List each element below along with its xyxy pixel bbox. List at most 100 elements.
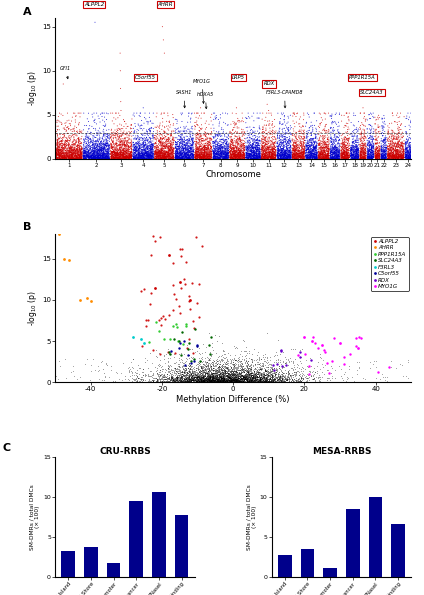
Point xyxy=(280,154,287,163)
Point xyxy=(312,148,318,157)
Point xyxy=(135,153,142,162)
Point xyxy=(180,144,187,154)
Point xyxy=(266,148,273,157)
Point xyxy=(210,366,217,375)
Point xyxy=(133,373,139,383)
Point xyxy=(321,154,328,164)
Point xyxy=(96,150,103,159)
Point xyxy=(349,151,356,161)
Point xyxy=(240,140,247,149)
Point xyxy=(270,147,277,156)
Point xyxy=(213,149,220,158)
Point xyxy=(283,374,290,384)
Point xyxy=(252,368,259,378)
Point xyxy=(353,148,360,158)
Point xyxy=(280,376,287,386)
Point xyxy=(215,369,222,378)
Point xyxy=(264,142,271,151)
Point xyxy=(109,116,116,126)
Point xyxy=(193,149,200,159)
Point xyxy=(70,148,77,158)
Point xyxy=(137,152,144,161)
Point xyxy=(284,143,290,153)
Point xyxy=(68,152,75,162)
Point xyxy=(313,368,320,378)
Point xyxy=(197,375,204,385)
Point xyxy=(303,149,310,159)
Point xyxy=(407,151,413,160)
Point xyxy=(113,139,120,148)
Point xyxy=(134,133,141,142)
Point xyxy=(408,151,415,160)
Point xyxy=(349,152,356,162)
Point xyxy=(223,376,229,386)
Point xyxy=(224,149,231,158)
Point xyxy=(243,145,250,155)
Point xyxy=(136,154,142,163)
Point xyxy=(141,146,148,155)
Point xyxy=(292,375,299,385)
Point xyxy=(108,133,114,143)
Point xyxy=(336,154,343,163)
Point xyxy=(54,148,61,157)
Point xyxy=(168,143,175,153)
Point xyxy=(88,130,95,139)
Point xyxy=(203,149,210,159)
Point xyxy=(54,153,61,162)
Point xyxy=(254,148,260,157)
Point xyxy=(237,370,244,380)
Point xyxy=(75,149,81,158)
Point xyxy=(277,371,284,380)
Point xyxy=(274,154,281,163)
Point xyxy=(129,371,136,380)
Point xyxy=(175,364,181,373)
Point xyxy=(266,375,273,384)
Point xyxy=(215,364,222,373)
Point xyxy=(234,150,241,159)
Point xyxy=(270,375,276,384)
Point xyxy=(246,370,253,380)
Point xyxy=(180,146,187,155)
Point xyxy=(404,108,411,118)
Point xyxy=(155,137,162,146)
Text: GFI1: GFI1 xyxy=(60,66,71,79)
Point xyxy=(144,117,151,127)
Point xyxy=(61,137,68,146)
Point xyxy=(254,146,260,156)
Point xyxy=(245,364,252,373)
Point xyxy=(147,150,154,159)
Point xyxy=(243,375,249,384)
Point xyxy=(202,152,209,161)
Point xyxy=(147,152,154,162)
Point xyxy=(243,138,249,148)
Point xyxy=(232,374,239,383)
Point xyxy=(246,151,253,160)
Point xyxy=(181,372,188,381)
Point xyxy=(204,359,211,368)
Point xyxy=(353,145,360,154)
Point xyxy=(215,375,221,385)
Point xyxy=(327,154,334,163)
Point xyxy=(107,152,114,162)
Point xyxy=(126,150,133,159)
Point xyxy=(245,154,252,164)
Point xyxy=(232,154,239,164)
Point xyxy=(350,154,357,163)
Point xyxy=(177,154,184,164)
Point xyxy=(315,151,321,161)
Point xyxy=(204,374,210,384)
Point xyxy=(193,154,200,164)
Point xyxy=(99,154,106,164)
Point xyxy=(261,134,268,143)
Point xyxy=(239,375,245,384)
Point xyxy=(221,375,228,384)
Point xyxy=(240,150,246,159)
Point xyxy=(174,148,181,158)
Point xyxy=(208,145,215,154)
Point xyxy=(198,376,204,386)
Point xyxy=(262,375,269,384)
Point xyxy=(200,153,207,162)
Point xyxy=(400,145,407,154)
Point xyxy=(391,149,397,158)
Point xyxy=(333,146,340,155)
